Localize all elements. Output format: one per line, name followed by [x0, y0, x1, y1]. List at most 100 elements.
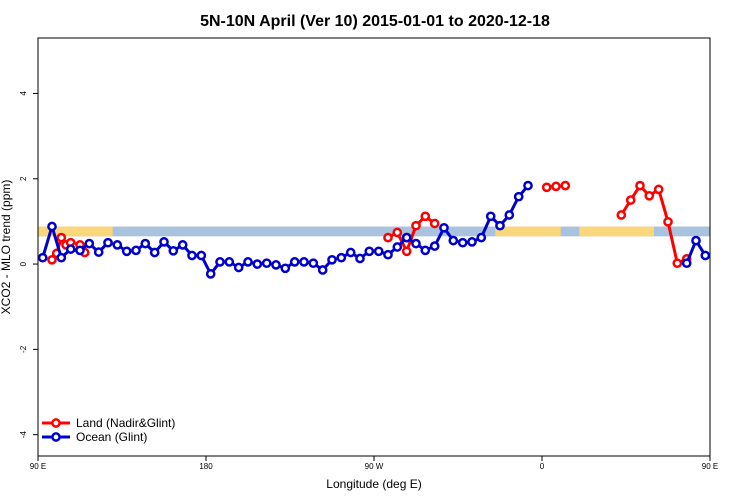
land-data-point [653, 184, 664, 195]
y-tick-label: -4 [19, 431, 28, 439]
ocean-data-point [252, 259, 263, 269]
ocean-data-point [103, 237, 113, 248]
ocean-data-point [280, 263, 291, 274]
legend: Land (Nadir&Glint)Ocean (Glint) [42, 416, 175, 444]
y-axis: -4 -2 0 2 4 [19, 91, 38, 439]
ocean-data-point [84, 238, 95, 249]
ocean-data-point [364, 246, 375, 257]
land-data-point [663, 216, 673, 227]
land-data-point [56, 232, 67, 243]
y-tick-label: 4 [19, 91, 28, 96]
ocean-data-point [476, 232, 487, 243]
x-axis: 90 E 180 90 W 0 90 E [30, 456, 718, 471]
ocean-data-point [47, 221, 57, 232]
ocean-data-point [224, 257, 235, 267]
ocean-data-point [112, 240, 123, 250]
ocean-data-point [495, 220, 505, 231]
band-highlight [38, 226, 113, 237]
legend-marker [51, 432, 61, 442]
ocean-data-point [345, 247, 356, 258]
ocean-data-point [271, 260, 281, 270]
ocean-data-point [168, 245, 179, 256]
ocean-data-point [65, 244, 76, 254]
x-tick-label: 90 E [30, 462, 46, 471]
land-data-point [616, 210, 627, 220]
ocean-data-point [485, 211, 496, 222]
ocean-data-point [37, 252, 48, 263]
ocean-data-point [327, 254, 337, 265]
ocean-data-point [700, 250, 711, 261]
x-tick-label: 180 [199, 462, 213, 471]
land-data-point [635, 180, 645, 191]
x-axis-label: Longitude (deg E) [326, 477, 421, 491]
ocean-data-point [317, 265, 328, 275]
legend-marker [51, 418, 61, 428]
ocean-data-point [131, 245, 141, 256]
ocean-data-point [187, 250, 197, 261]
ocean-data-point [373, 246, 384, 257]
ocean-data-point [467, 237, 477, 247]
land-data-point [401, 246, 412, 257]
ocean-data-point [121, 246, 132, 257]
land-data-point [625, 195, 636, 205]
legend-item-ocean: Ocean (Glint) [42, 430, 147, 444]
ocean-data-point [691, 235, 701, 246]
ocean-data-point [289, 257, 300, 267]
x-tick-label: 90 E [702, 462, 718, 471]
ocean-data-point [177, 240, 188, 250]
ocean-data-point [457, 237, 468, 248]
land-data-point [541, 182, 552, 193]
ocean-data-point [261, 258, 272, 269]
land-data-point [392, 227, 403, 238]
land-data-point [420, 211, 431, 222]
land-data-point [672, 258, 683, 269]
land-data-point [47, 254, 57, 265]
ocean-data-point [140, 238, 151, 249]
land-data-point [429, 218, 440, 229]
ocean-data-point [383, 249, 393, 260]
ocean-data-point [205, 269, 216, 279]
ocean-data-point [513, 191, 524, 202]
land-data-point [644, 190, 655, 201]
ocean-data-point [355, 253, 365, 264]
land-data-point [383, 232, 393, 243]
ocean-data-point [439, 222, 449, 233]
ocean-data-point [448, 235, 459, 246]
ocean-data-point [504, 210, 515, 220]
band-highlight [579, 226, 654, 237]
ocean-data-point [75, 245, 85, 256]
land-data-point [551, 181, 561, 192]
ocean-data-point [56, 252, 67, 263]
ocean-data-point [429, 241, 440, 251]
band-highlight [495, 226, 561, 237]
land-data-point [411, 220, 421, 231]
ocean-data-point [401, 232, 412, 243]
ocean-data-point [420, 245, 431, 256]
y-tick-label: 2 [19, 176, 28, 181]
ocean-data-point [411, 238, 421, 249]
x-tick-label: 90 W [365, 462, 384, 471]
ocean-data-point [523, 180, 533, 191]
legend-label: Land (Nadir&Glint) [76, 416, 175, 430]
band-rect [38, 226, 710, 237]
ocean-data-point [336, 252, 347, 263]
legend-item-land: Land (Nadir&Glint) [42, 416, 175, 430]
ocean-data-point [392, 242, 403, 252]
ocean-data-point [196, 250, 207, 261]
ocean-data-point [215, 257, 225, 267]
y-axis-label: XCO2 - MLO trend (ppm) [0, 180, 13, 315]
land-data-point [560, 180, 571, 191]
legend-label: Ocean (Glint) [76, 430, 147, 444]
chart-title: 5N-10N April (Ver 10) 2015-01-01 to 2020… [200, 13, 550, 30]
ocean-data-point [243, 257, 253, 267]
ocean-data-point [93, 247, 104, 257]
ocean-data-point [308, 258, 319, 269]
ocean-data-point [149, 247, 160, 258]
ocean-data-point [233, 262, 244, 273]
ocean-data-point [681, 258, 692, 269]
ocean-data-point [159, 237, 169, 247]
y-tick-label: -2 [19, 345, 28, 353]
ocean-data-point [299, 257, 309, 267]
reference-band [38, 226, 710, 237]
